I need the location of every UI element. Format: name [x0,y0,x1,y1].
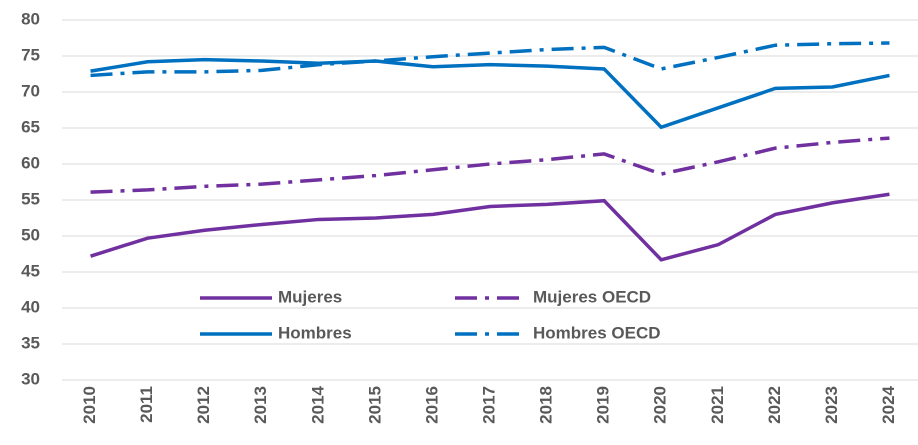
x-tick-label: 2012 [194,386,213,424]
y-tick-label: 40 [21,297,40,316]
x-tick-label: 2019 [594,386,613,424]
y-tick-label: 80 [21,9,40,28]
series-line [90,136,890,194]
legend-label: Mujeres [278,287,342,306]
y-tick-label: 75 [21,45,40,64]
series-line [90,57,890,130]
x-tick-label: 2016 [422,386,441,424]
y-tick-label: 35 [21,333,40,352]
x-tick-label: 2021 [708,386,727,424]
x-tick-label: 2020 [651,386,670,424]
series-line [90,192,890,262]
x-tick-label: 2017 [479,386,498,424]
y-tick-label: 55 [21,189,40,208]
x-tick-label: 2011 [137,386,156,423]
legend-label: Mujeres OECD [533,287,651,306]
y-tick-label: 50 [21,225,40,244]
x-tick-label: 2010 [80,386,99,424]
x-tick-label: 2023 [822,386,841,424]
x-tick-label: 2018 [537,386,556,424]
y-tick-label: 45 [21,261,40,280]
x-tick-label: 2015 [365,386,384,424]
y-tick-label: 65 [21,117,40,136]
legend-label: Hombres OECD [533,323,661,342]
series-line [90,41,890,78]
x-tick-label: 2013 [251,386,270,424]
x-tick-label: 2014 [308,385,327,423]
legend-label: Hombres [278,323,352,342]
y-tick-label: 60 [21,153,40,172]
y-tick-label: 30 [21,369,40,388]
x-tick-label: 2022 [765,386,784,424]
y-tick-label: 70 [21,81,40,100]
x-tick-label: 2024 [879,385,898,423]
